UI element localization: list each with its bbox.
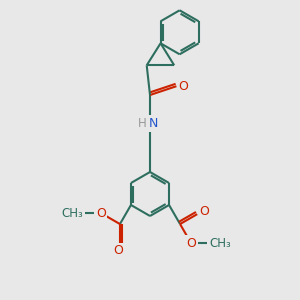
Text: O: O	[186, 237, 196, 250]
Text: CH₃: CH₃	[61, 207, 83, 220]
Text: O: O	[113, 244, 123, 257]
Text: O: O	[178, 80, 188, 93]
Text: CH₃: CH₃	[209, 237, 231, 250]
Text: O: O	[96, 207, 106, 220]
Text: O: O	[199, 205, 209, 218]
Text: N: N	[148, 117, 158, 130]
Text: H: H	[138, 117, 146, 130]
